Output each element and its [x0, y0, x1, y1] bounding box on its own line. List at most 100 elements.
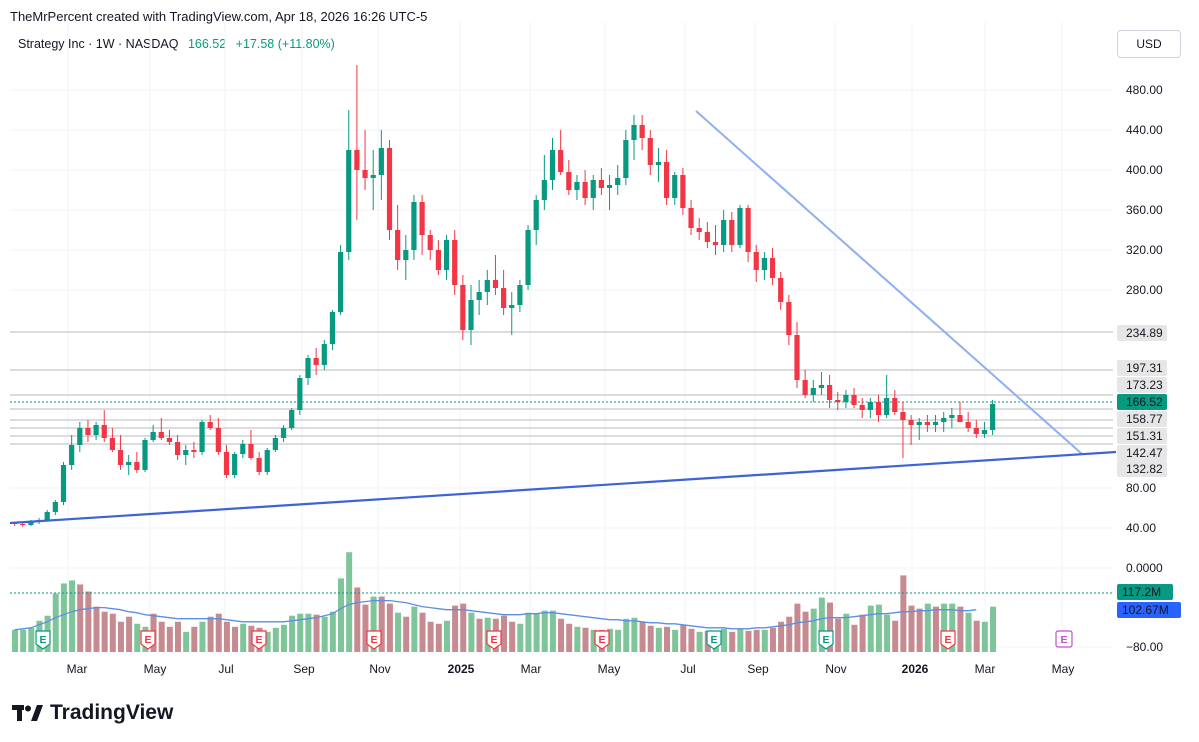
candle-body	[411, 202, 417, 250]
volume-bar	[158, 621, 165, 652]
level-label[interactable]: 158.77	[1117, 411, 1167, 427]
candle	[60, 462, 67, 505]
volume-bar	[721, 628, 728, 652]
volume-bar	[313, 614, 320, 652]
level-labels: 234.89 197.31 173.23 166.52 158.77 151.31 142.…	[1117, 325, 1181, 618]
level-label[interactable]: 151.31	[1117, 428, 1167, 444]
candle	[851, 388, 857, 408]
price-tick: 320.00	[1126, 243, 1163, 257]
candle	[207, 415, 213, 430]
level-label[interactable]: 142.47	[1117, 445, 1167, 461]
level-label[interactable]: 234.89	[1117, 325, 1167, 341]
volume-bar	[729, 631, 736, 652]
volume-bar	[12, 629, 18, 652]
candle	[354, 65, 360, 220]
candle	[606, 175, 613, 210]
level-label[interactable]: 173.23	[1117, 377, 1167, 393]
level-label[interactable]: 132.82	[1117, 461, 1167, 477]
earnings-marker[interactable]: E	[706, 630, 722, 650]
volume-bar	[859, 614, 866, 652]
candle	[549, 138, 556, 190]
volume-bar	[321, 616, 328, 652]
candle-body	[44, 512, 50, 520]
volume-bar	[93, 606, 100, 652]
earnings-marker[interactable]: E	[940, 630, 956, 650]
candle-body	[990, 404, 996, 430]
candle	[688, 200, 694, 235]
candle	[329, 310, 336, 350]
earnings-badge	[594, 630, 610, 650]
earnings-marker[interactable]: E	[366, 630, 382, 650]
candle	[712, 225, 719, 255]
earnings-marker[interactable]: E	[35, 630, 51, 650]
last-volume-label[interactable]: 117.2M	[1117, 584, 1173, 600]
candlestick-series	[12, 65, 996, 527]
price-tick: 80.00	[1126, 481, 1156, 495]
candle-body	[297, 378, 303, 410]
candle	[786, 295, 792, 345]
candle-body	[549, 150, 556, 180]
level-label[interactable]: 197.31	[1117, 360, 1167, 376]
candle	[664, 150, 670, 205]
earnings-label: E	[370, 634, 377, 646]
candle-body	[264, 450, 270, 472]
candle	[517, 280, 523, 312]
volume-ma-label[interactable]: 102.67M	[1117, 602, 1181, 618]
candle	[101, 410, 107, 442]
candle-body	[305, 358, 311, 378]
earnings-marker[interactable]: E	[594, 630, 610, 650]
candle-body	[492, 280, 499, 288]
volume-bar	[884, 614, 891, 652]
level-label-text: 132.82	[1126, 462, 1163, 476]
earnings-marker[interactable]: E	[486, 630, 502, 650]
earnings-marker[interactable]: E	[251, 630, 267, 650]
candle	[704, 222, 710, 248]
candle	[77, 422, 83, 452]
ascending-trendline[interactable]	[9, 450, 1117, 525]
earnings-badge	[35, 630, 51, 650]
volume-bar	[981, 621, 988, 652]
volume-bar	[810, 608, 817, 652]
level-label-bg	[1117, 584, 1173, 600]
candle	[973, 420, 979, 438]
earnings-marker[interactable]: E	[140, 630, 156, 650]
earnings-marker[interactable]: E	[818, 630, 834, 650]
volume-bar	[647, 625, 654, 652]
time-tick: May	[1052, 662, 1075, 676]
last-price-label[interactable]: 166.52	[1117, 394, 1167, 410]
volume-bar	[126, 616, 133, 652]
volume-bar	[386, 603, 393, 652]
volume-bar	[965, 612, 972, 652]
volume-bar	[468, 612, 475, 652]
volume-bar	[435, 623, 442, 652]
volume-bar	[900, 575, 907, 652]
candle-body	[85, 428, 91, 435]
volume-bar	[223, 621, 230, 652]
symbol-legend[interactable]: Strategy Inc · 1W · NASDAQ 166.52 +17.58…	[18, 37, 335, 51]
currency-selector[interactable]: USD	[1117, 30, 1181, 58]
candle	[403, 235, 409, 280]
volume-bar	[476, 618, 483, 652]
candle-body	[533, 200, 539, 230]
candle-body	[460, 285, 466, 330]
candle	[370, 150, 376, 210]
candle-body	[175, 442, 181, 455]
candle	[69, 435, 75, 470]
candle-body	[60, 465, 67, 502]
time-tick: Nov	[825, 662, 846, 676]
upcoming-earnings-marker[interactable]: E	[1055, 630, 1073, 648]
volume-bar	[761, 629, 768, 652]
candle	[827, 375, 833, 408]
earnings-badge	[706, 630, 722, 650]
descending-trendline[interactable]	[695, 110, 1083, 455]
volume-bar	[533, 613, 540, 652]
earnings-label: E	[490, 634, 497, 646]
candle	[778, 272, 784, 310]
candle	[117, 435, 124, 470]
candle	[574, 175, 580, 200]
candle	[908, 415, 914, 445]
volume-bar	[338, 578, 344, 652]
candle	[884, 375, 890, 418]
candle	[443, 235, 450, 280]
